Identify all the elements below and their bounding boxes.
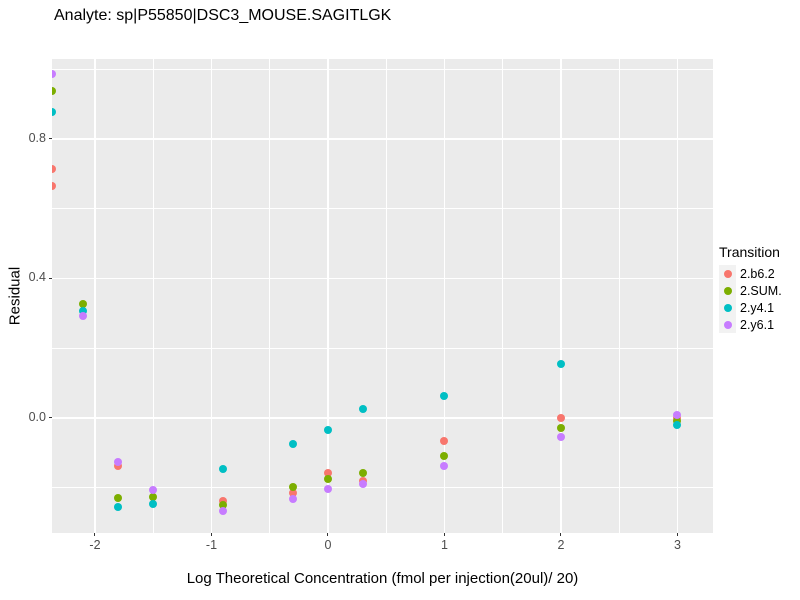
point-2.SUM. (219, 501, 228, 510)
x-tick-mark (443, 533, 445, 536)
point-2.y4.1 (556, 359, 565, 368)
legend-key (719, 316, 736, 333)
gridline-major-horizontal (52, 417, 713, 419)
gridline-major-vertical (676, 59, 679, 533)
gridline-major-horizontal (52, 138, 713, 140)
y-tick-label: 0.4 (28, 270, 46, 285)
point-2.y4.1 (673, 420, 682, 429)
y-tick-mark (49, 277, 52, 279)
point-2.SUM. (79, 299, 88, 308)
legend-dot-2.SUM. (723, 286, 732, 295)
point-2.y4.1 (114, 502, 123, 511)
x-tick-label: -1 (205, 538, 218, 552)
x-tick-mark (94, 533, 96, 536)
x-tick-label: 0 (324, 538, 332, 552)
point-2.SUM. (114, 493, 123, 502)
legend-items: 2.b6.2 2.SUM. 2.y4.1 2.y6.1 (719, 265, 782, 333)
gridline-major-vertical (327, 59, 329, 533)
x-tick-label: 1 (440, 538, 448, 552)
point-2.b6.2 (440, 436, 449, 445)
x-tick-mark (327, 533, 329, 536)
point-2.y6.1 (219, 507, 228, 516)
point-2.b6.2 (289, 488, 298, 497)
point-2.SUM. (323, 474, 332, 483)
x-tick-mark (210, 533, 212, 536)
gridline-minor-vertical (502, 59, 504, 533)
gridline-minor-horizontal (52, 68, 713, 70)
point-2.y4.1 (52, 108, 56, 116)
legend-dot-2.y4.1 (723, 303, 732, 312)
legend-dot-2.y6.1 (723, 320, 732, 329)
point-2.y6.1 (79, 311, 88, 320)
gridline-major-vertical (94, 59, 96, 533)
legend-item: 2.b6.2 (719, 265, 782, 282)
gridline-minor-vertical (618, 59, 620, 533)
point-2.y6.1 (440, 462, 449, 471)
gridline-minor-vertical (269, 59, 271, 533)
gridline-minor-vertical (152, 59, 154, 533)
point-2.y6.1 (289, 494, 298, 503)
point-2.y6.1 (149, 485, 158, 494)
plot-panel (52, 59, 713, 533)
legend-key (719, 299, 736, 316)
gridline-minor-horizontal (52, 208, 713, 209)
legend: Transition 2.b6.2 2.SUM. 2.y4.1 2.y6.1 (719, 244, 782, 333)
point-2.y4.1 (323, 425, 332, 434)
y-tick-mark (49, 417, 52, 419)
point-2.y6.1 (673, 410, 682, 419)
point-2.y4.1 (440, 391, 449, 400)
point-2.y6.1 (556, 433, 565, 442)
gridline-major-vertical (443, 59, 446, 533)
y-tick-mark (49, 138, 52, 140)
y-tick-label: 0.8 (28, 130, 46, 145)
point-2.SUM. (556, 424, 565, 432)
legend-item: 2.SUM. (719, 282, 782, 299)
chart-title: Analyte: sp|P55850|DSC3_MOUSE.SAGITLGK (54, 7, 392, 24)
gridline-major-vertical (560, 59, 562, 533)
point-2.SUM. (358, 469, 367, 477)
x-tick-mark (560, 533, 562, 536)
x-tick-mark (676, 533, 678, 536)
point-2.SUM. (289, 482, 298, 491)
point-2.y6.1 (52, 69, 56, 78)
legend-label: 2.b6.2 (740, 266, 775, 281)
x-tick-label: -2 (89, 538, 101, 552)
x-tick-label: 3 (673, 538, 681, 552)
gridline-minor-horizontal (52, 347, 713, 349)
legend-label: 2.y6.1 (740, 317, 775, 332)
point-2.y4.1 (149, 500, 158, 509)
gridline-major-horizontal (52, 277, 713, 280)
point-2.b6.2 (52, 181, 56, 190)
point-2.y4.1 (358, 404, 367, 413)
legend-label: 2.y4.1 (740, 300, 775, 315)
point-2.SUM. (149, 493, 158, 502)
point-2.y4.1 (79, 306, 88, 315)
legend-key (719, 265, 736, 282)
legend-label: 2.SUM. (740, 283, 782, 298)
point-2.SUM. (52, 86, 56, 95)
point-2.b6.2 (323, 469, 332, 477)
gridline-minor-vertical (385, 59, 387, 533)
point-2.SUM. (440, 451, 449, 460)
point-2.y6.1 (114, 457, 123, 466)
x-tick-label: 2 (557, 538, 565, 552)
point-2.y4.1 (219, 464, 228, 473)
legend-item: 2.y6.1 (719, 316, 782, 333)
point-2.b6.2 (52, 164, 56, 173)
point-2.b6.2 (556, 413, 565, 422)
legend-key (719, 282, 736, 299)
gridline-minor-horizontal (52, 487, 713, 488)
point-2.y4.1 (289, 440, 298, 449)
gridline-major-vertical (210, 59, 213, 533)
point-2.b6.2 (114, 462, 123, 471)
legend-dot-2.b6.2 (723, 269, 732, 278)
point-2.b6.2 (219, 496, 228, 505)
point-2.y6.1 (323, 485, 332, 494)
legend-title: Transition (719, 244, 780, 260)
legend-item: 2.y4.1 (719, 299, 782, 316)
point-2.y6.1 (358, 479, 367, 488)
y-tick-label: 0.0 (28, 409, 46, 424)
x-axis-title: Log Theoretical Concentration (fmol per … (186, 570, 579, 587)
